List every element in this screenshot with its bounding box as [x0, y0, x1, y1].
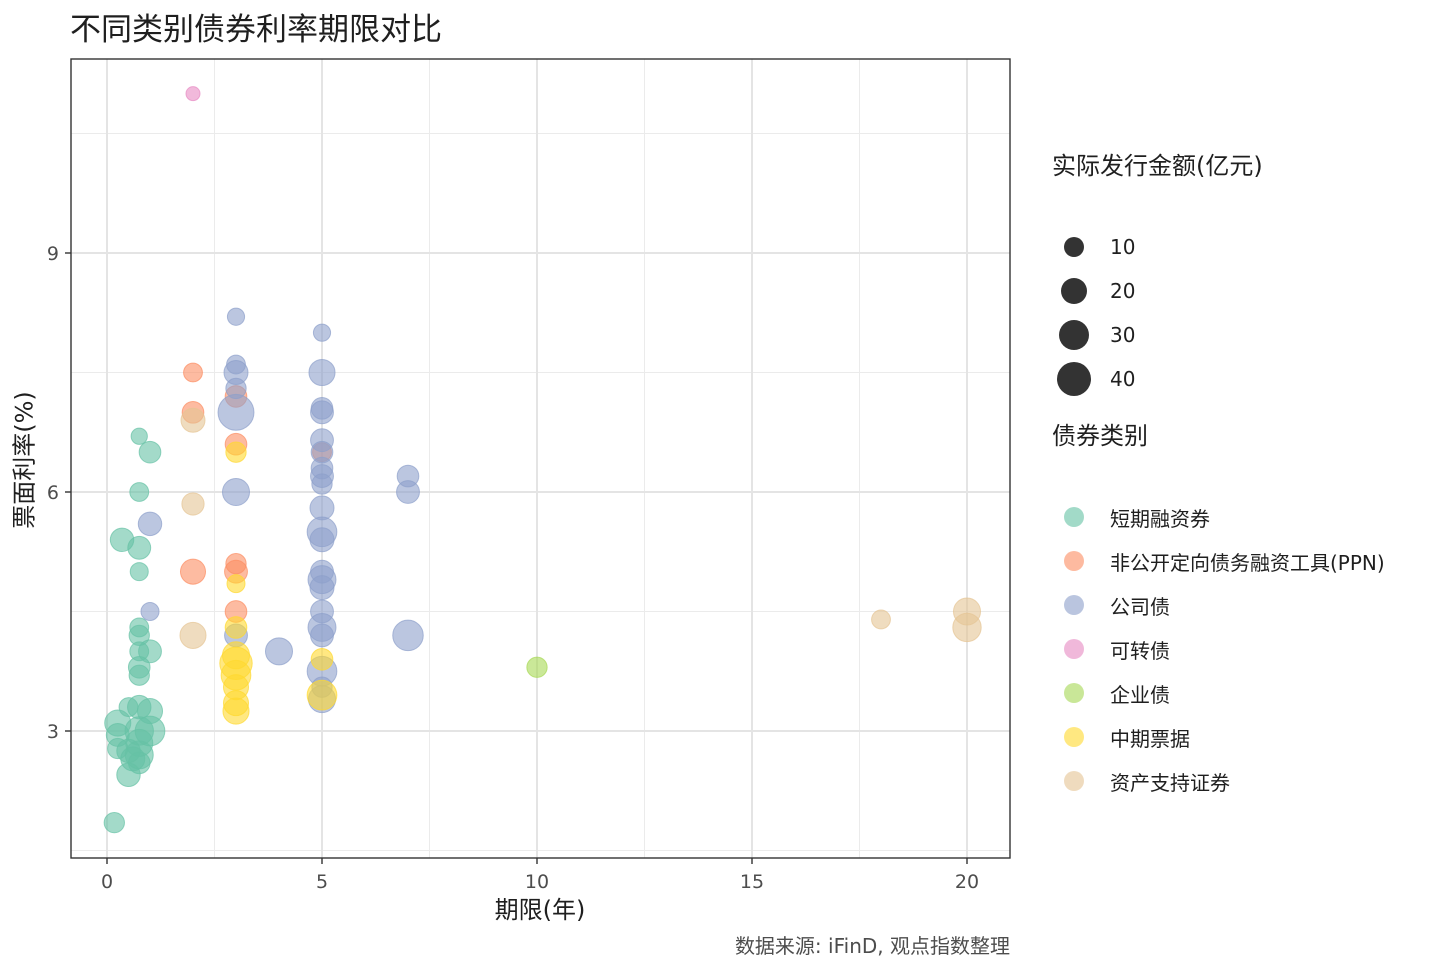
circle-icon: [1052, 772, 1096, 790]
data-point: [137, 511, 163, 537]
circle-icon: [1052, 640, 1096, 658]
circle-icon: [1052, 362, 1096, 396]
circle-icon: [1052, 237, 1096, 257]
category-legend-item: 中期票据: [1052, 717, 1190, 757]
data-point: [183, 362, 203, 383]
category-legend-label: 中期票据: [1110, 726, 1190, 751]
x-tick-label: 0: [101, 871, 113, 893]
size-legend-title: 实际发行金额(亿元): [1052, 152, 1263, 180]
category-legend-item: 短期融资券: [1052, 497, 1210, 537]
size-legend-label: 40: [1110, 367, 1136, 391]
data-point: [309, 527, 335, 553]
category-legend-label: 短期融资券: [1110, 506, 1210, 531]
size-legend-item: 30: [1052, 315, 1135, 355]
category-legend-label: 非公开定向债务融资工具(PPN): [1110, 550, 1385, 575]
category-legend-item: 非公开定向债务融资工具(PPN): [1052, 541, 1385, 581]
data-point: [222, 697, 250, 725]
data-point: [185, 86, 201, 102]
category-legend-label: 资产支持证券: [1110, 770, 1230, 795]
data-point: [226, 307, 246, 326]
data-point: [312, 323, 332, 342]
data-point: [140, 601, 160, 622]
y-tick-label: 3: [47, 721, 59, 743]
data-point: [871, 609, 891, 630]
data-point: [526, 656, 548, 678]
x-tick-label: 20: [955, 871, 979, 893]
data-point: [396, 480, 420, 504]
circle-icon: [1052, 596, 1096, 614]
size-legend-item: 40: [1052, 359, 1135, 399]
x-tick-label: 15: [740, 871, 764, 893]
data-point: [129, 562, 149, 582]
x-tick-label: 10: [525, 871, 549, 893]
category-legend-label: 企业债: [1110, 682, 1170, 707]
data-point: [103, 811, 125, 834]
category-legend-item: 企业债: [1052, 673, 1170, 713]
category-legend-item: 公司债: [1052, 585, 1170, 625]
data-point: [310, 647, 334, 671]
data-point: [310, 623, 334, 648]
data-point: [225, 441, 247, 463]
data-point: [952, 612, 982, 643]
data-point: [128, 664, 150, 686]
y-axis-label: 票面利率(%): [10, 391, 39, 529]
data-point: [308, 358, 336, 387]
data-point: [310, 400, 334, 425]
data-point: [264, 637, 294, 666]
circle-icon: [1052, 278, 1096, 304]
data-point: [127, 535, 152, 560]
circle-icon: [1052, 320, 1096, 350]
data-point: [306, 679, 338, 711]
circle-icon: [1052, 684, 1096, 702]
data-point: [221, 477, 251, 507]
circle-icon: [1052, 552, 1096, 570]
x-axis-label: 期限(年): [494, 896, 586, 924]
data-point: [181, 492, 205, 516]
category-legend-label: 公司债: [1110, 594, 1170, 619]
chart-title: 不同类别债券利率期限对比: [70, 12, 442, 48]
size-legend: 实际发行金额(亿元) 10 20 30 40: [1052, 146, 1263, 396]
data-point: [224, 616, 248, 639]
circle-icon: [1052, 508, 1096, 526]
size-legend-item: 10: [1052, 227, 1135, 267]
size-legend-item: 20: [1052, 271, 1135, 311]
size-legend-label: 30: [1110, 323, 1136, 347]
category-legend-item: 资产支持证券: [1052, 761, 1230, 801]
data-source-caption: 数据来源: iFinD, 观点指数整理: [734, 934, 1010, 958]
category-legend: 债券类别 短期融资券非公开定向债务融资工具(PPN) 公司债可转债企业债中期票据资…: [1052, 416, 1385, 795]
y-tick-label: 6: [47, 482, 59, 504]
data-points: [103, 86, 982, 834]
x-axis-ticks: 0 5 10 15 20: [101, 858, 979, 893]
data-point: [116, 762, 141, 788]
data-point: [179, 558, 207, 585]
data-point: [179, 621, 207, 649]
data-point: [129, 482, 150, 502]
y-tick-label: 9: [47, 243, 59, 265]
category-legend-label: 可转债: [1110, 638, 1170, 663]
size-legend-label: 20: [1110, 279, 1136, 303]
data-point: [309, 575, 335, 601]
data-point: [311, 473, 333, 495]
data-point: [392, 619, 424, 652]
size-legend-label: 10: [1110, 235, 1136, 259]
data-point: [138, 440, 162, 464]
data-point: [180, 407, 206, 433]
y-axis-ticks: 3 6 9: [47, 243, 71, 743]
data-point: [309, 495, 335, 521]
category-legend-item: 可转债: [1052, 629, 1170, 669]
data-point: [130, 427, 148, 445]
circle-icon: [1052, 728, 1096, 746]
data-point: [226, 574, 246, 594]
plot-panel-border: [70, 58, 1011, 859]
data-point: [217, 393, 255, 431]
x-tick-label: 5: [316, 871, 328, 893]
category-legend-title: 债券类别: [1052, 422, 1148, 450]
